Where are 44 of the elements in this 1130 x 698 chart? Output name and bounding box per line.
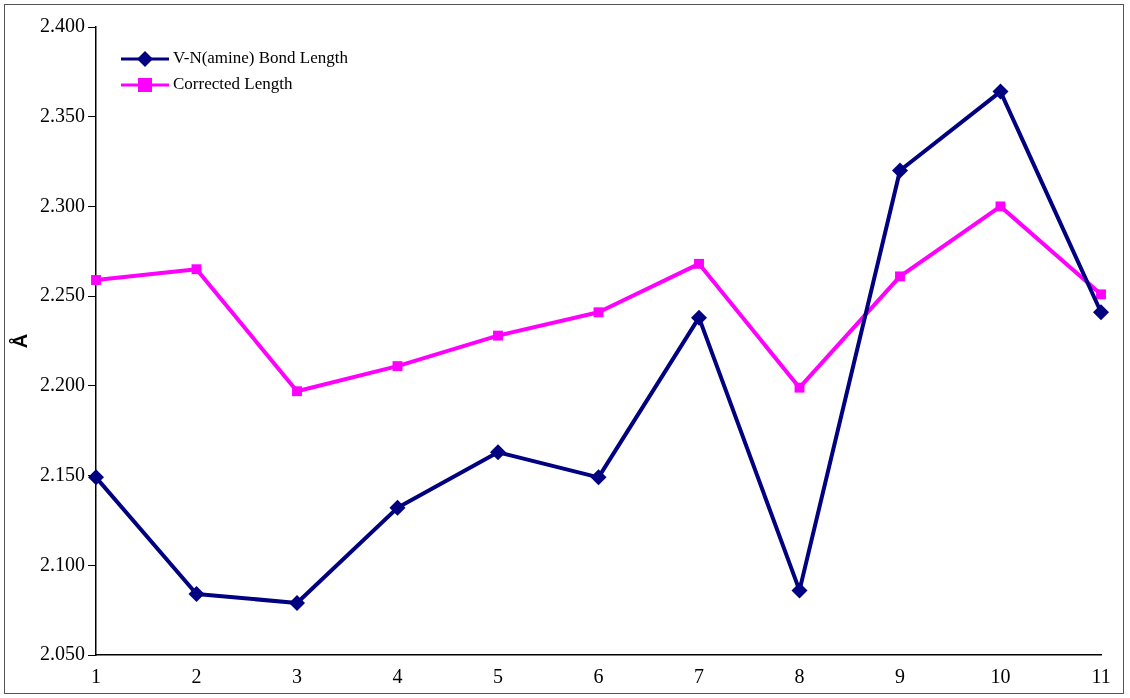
point (794, 382, 805, 393)
y-tick-label: 2.400 (40, 14, 85, 37)
point (892, 162, 908, 179)
point (392, 361, 403, 372)
point (289, 594, 305, 611)
point (493, 330, 503, 341)
point (593, 307, 604, 318)
point (1096, 289, 1106, 300)
x-tick-label: 9 (895, 665, 905, 688)
point (895, 271, 905, 282)
x-tick-label: 2 (191, 665, 202, 688)
point (389, 499, 406, 516)
x-tick-label: 11 (1091, 665, 1111, 688)
point (292, 386, 302, 397)
y-tick-label: 2.150 (40, 462, 85, 485)
point (691, 309, 707, 326)
y-tick-label: 2.250 (40, 283, 85, 306)
point (1093, 304, 1109, 321)
point (995, 201, 1006, 212)
x-tick-label: 1 (91, 665, 101, 688)
x-tick-label: 8 (794, 665, 805, 688)
point (88, 469, 104, 486)
legend-label: Corrected Length (173, 74, 293, 94)
y-tick-label: 2.350 (40, 103, 85, 126)
point (694, 258, 704, 269)
y-tick-label: 2.200 (40, 373, 85, 396)
point (490, 444, 506, 461)
point (188, 585, 205, 602)
x-tick-label: 10 (990, 665, 1011, 688)
point (91, 275, 101, 285)
x-tick-label: 7 (694, 665, 704, 688)
legend-label: V-N(amine) Bond Length (173, 48, 349, 68)
x-tick-label: 4 (392, 665, 403, 688)
x-tick-label: 3 (292, 665, 302, 688)
x-tick-label: 5 (493, 665, 503, 688)
y-tick-label: 2.300 (40, 193, 85, 216)
point (992, 83, 1009, 100)
x-tick-label: 6 (593, 665, 604, 688)
y-tick-label: 2.050 (40, 642, 85, 665)
y-tick-label: 2.100 (40, 552, 85, 575)
point (590, 469, 607, 486)
y-axis-title: Å (7, 333, 31, 349)
point (191, 264, 202, 275)
point (791, 582, 808, 599)
